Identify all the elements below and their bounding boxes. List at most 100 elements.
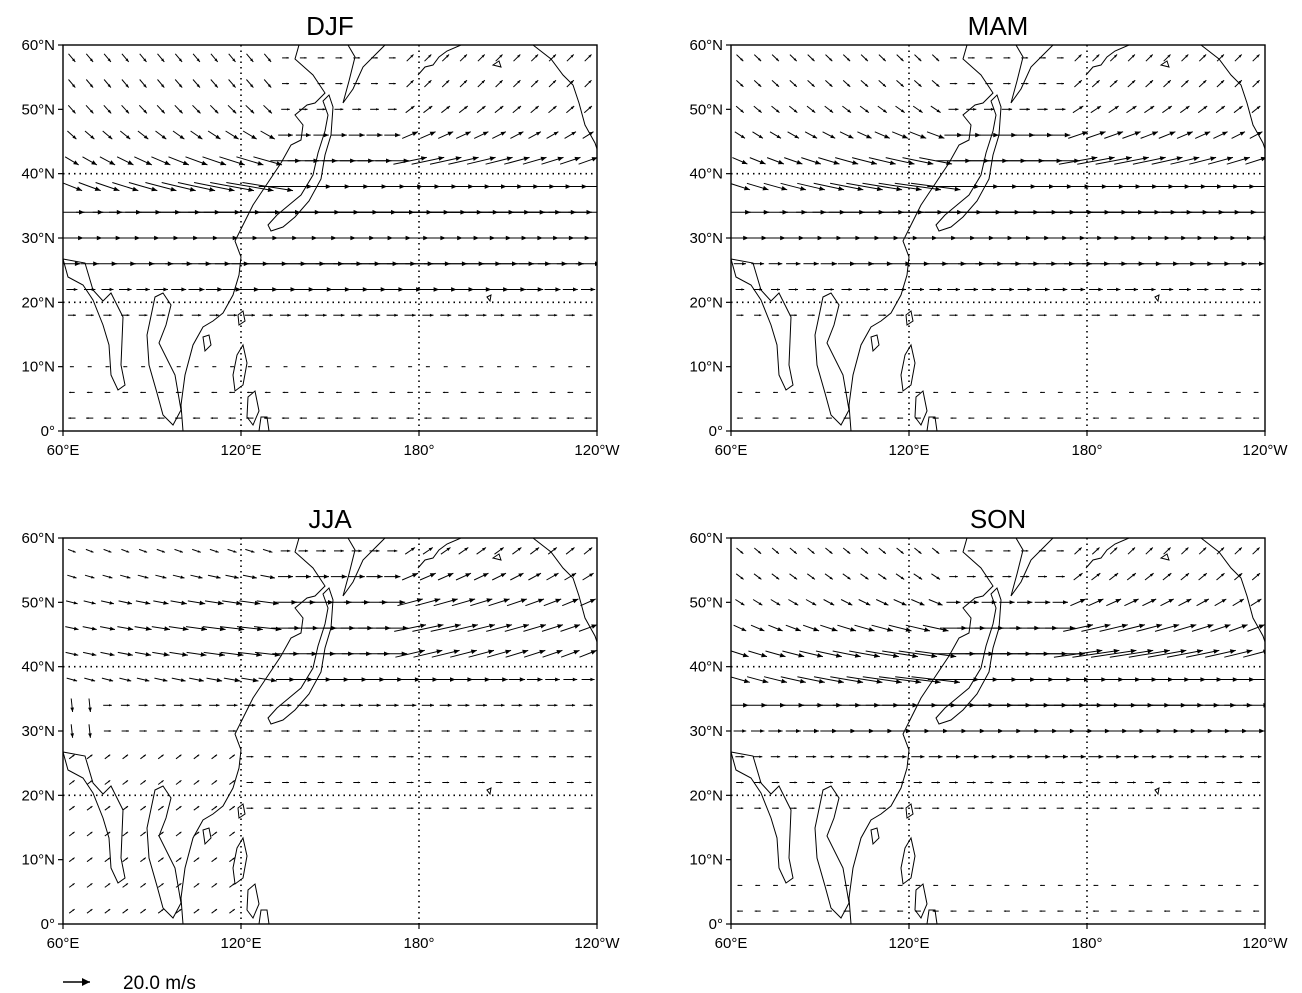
wind-arrow xyxy=(1092,417,1099,419)
wind-arrow xyxy=(134,626,152,631)
wind-arrow xyxy=(479,366,484,368)
wind-arrow xyxy=(1198,572,1208,581)
wind-arrow xyxy=(861,807,868,810)
wind-arrow xyxy=(1216,781,1225,784)
wind-arrow xyxy=(896,547,904,555)
wind-arrow xyxy=(510,572,524,581)
wind-arrow xyxy=(1253,417,1260,419)
wind-arrow xyxy=(227,313,237,317)
wind-arrow xyxy=(878,547,887,555)
wind-arrow xyxy=(1109,54,1118,62)
wind-arrow xyxy=(1039,910,1046,912)
wind-arrow xyxy=(787,131,800,139)
wind-arrow xyxy=(204,600,224,606)
wind-arrow xyxy=(245,729,254,733)
wind-arrow xyxy=(820,624,838,632)
wind-arrow xyxy=(513,79,521,88)
wind-arrow xyxy=(335,755,343,758)
wind-arrow xyxy=(1146,884,1152,886)
wind-arrow xyxy=(157,805,164,811)
wind-arrow xyxy=(825,54,833,62)
wind-arrow xyxy=(429,156,462,165)
wind-arrow xyxy=(245,548,255,553)
wind-arrow xyxy=(1063,623,1094,632)
wind-arrow xyxy=(372,366,377,368)
wind-arrow xyxy=(490,677,508,682)
lat-tick-label: 20°N xyxy=(689,787,723,804)
wind-arrow xyxy=(985,549,993,552)
wind-arrow xyxy=(877,573,887,580)
wind-arrow xyxy=(1251,105,1261,114)
wind-arrow xyxy=(247,391,253,394)
wind-arrow xyxy=(736,781,744,784)
wind-arrow xyxy=(563,677,578,682)
wind-arrow xyxy=(1235,391,1241,393)
wind-arrow xyxy=(949,575,958,578)
wind-arrow xyxy=(788,288,798,291)
wind-arrow xyxy=(1090,648,1137,658)
wind-arrow xyxy=(1226,156,1250,165)
wind-arrow xyxy=(748,650,768,658)
wind-arrow xyxy=(842,781,851,784)
wind-arrow xyxy=(1164,417,1171,419)
wind-arrow xyxy=(240,287,260,292)
wind-arrow xyxy=(68,882,75,888)
wind-arrow xyxy=(350,703,363,707)
wind-arrow xyxy=(511,703,523,707)
wind-arrow xyxy=(912,105,923,114)
wind-arrow xyxy=(766,157,785,165)
wind-arrow xyxy=(823,755,835,759)
wind-arrow xyxy=(175,857,182,863)
wind-arrow xyxy=(1128,417,1135,419)
wind-arrow xyxy=(171,287,187,292)
wind-arrow xyxy=(1055,781,1065,784)
wind-arrow xyxy=(448,156,479,165)
wind-arrow xyxy=(103,53,112,63)
wind-arrow xyxy=(826,884,832,886)
wind-arrow xyxy=(967,314,976,317)
wind-arrow xyxy=(246,53,254,63)
wind-arrow xyxy=(772,807,779,810)
wind-arrow xyxy=(584,417,592,420)
wind-arrow xyxy=(404,313,416,317)
wind-arrow xyxy=(513,54,521,62)
wind-arrow xyxy=(246,807,254,810)
wind-arrow xyxy=(241,677,259,683)
wind-arrow xyxy=(1002,781,1012,784)
wind-arrow xyxy=(985,82,993,85)
wind-arrow xyxy=(70,698,74,713)
wind-arrow xyxy=(229,780,236,785)
wind-arrow xyxy=(246,755,254,758)
wind-arrow xyxy=(1198,54,1207,62)
wind-arrow xyxy=(1057,417,1064,419)
wind-arrow xyxy=(157,730,165,732)
wind-arrow xyxy=(876,755,889,759)
wind-arrow xyxy=(1199,417,1206,419)
wind-arrow xyxy=(460,755,467,758)
wind-arrow xyxy=(547,547,558,555)
wind-arrow xyxy=(1215,288,1226,291)
wind-arrow xyxy=(860,54,869,62)
wind-arrow xyxy=(1179,287,1191,292)
wind-arrow xyxy=(560,624,581,632)
wind-arrow xyxy=(264,755,272,758)
wind-arrow xyxy=(861,417,868,419)
wind-arrow xyxy=(754,781,762,784)
wind-arrow xyxy=(88,698,92,713)
wind-arrow xyxy=(1109,314,1118,317)
wind-arrow xyxy=(174,548,184,553)
wind-arrow xyxy=(121,53,130,63)
wind-arrow xyxy=(331,132,347,138)
wind-arrow xyxy=(136,677,150,682)
wind-arrow xyxy=(1162,105,1173,114)
wind-arrow xyxy=(1034,600,1051,605)
wind-arrow xyxy=(1068,131,1089,139)
wind-arrow xyxy=(825,807,833,810)
wind-arrow xyxy=(424,54,432,62)
wind-arrow xyxy=(933,884,939,886)
wind-arrow xyxy=(425,391,431,394)
wind-arrow xyxy=(1004,391,1010,393)
lat-tick-label: 50°N xyxy=(21,594,55,611)
wind-arrow xyxy=(424,781,432,784)
wind-arrow xyxy=(931,547,940,555)
